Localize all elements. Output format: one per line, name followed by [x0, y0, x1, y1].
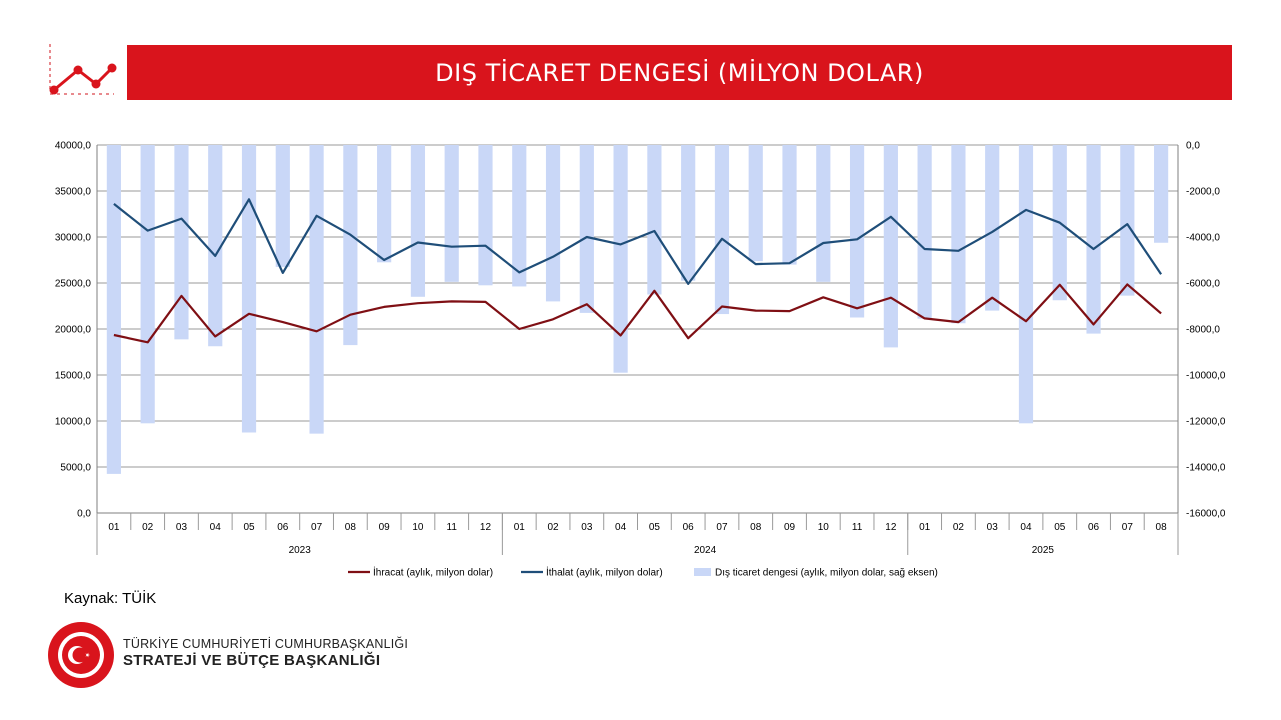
- balance-bar: [579, 145, 594, 313]
- month-label: 03: [987, 522, 999, 533]
- right-axis-tick-label: -16000,0: [1186, 509, 1226, 520]
- right-axis-tick-label: -10000,0: [1186, 371, 1226, 382]
- balance-bar: [681, 145, 696, 281]
- left-axis-tick-label: 25000,0: [55, 279, 92, 290]
- right-axis-tick-label: -6000,0: [1186, 279, 1220, 290]
- org-name-line2: STRATEJİ VE BÜTÇE BAŞKANLIĞI: [123, 652, 381, 669]
- balance-bar: [512, 145, 527, 287]
- right-axis-tick-label: -12000,0: [1186, 417, 1226, 428]
- trend-logo-icon: [49, 44, 117, 95]
- balance-bar: [1120, 145, 1135, 296]
- left-axis-tick-label: 30000,0: [55, 233, 92, 244]
- right-axis-tick-label: 0,0: [1186, 141, 1200, 152]
- balance-bar: [106, 145, 121, 474]
- month-label: 08: [750, 522, 762, 533]
- page-title: DIŞ TİCARET DENGESİ (MİLYON DOLAR): [127, 45, 1232, 100]
- left-axis-tick-label: 20000,0: [55, 325, 92, 336]
- month-label: 04: [210, 522, 222, 533]
- month-label: 09: [784, 522, 796, 533]
- balance-bar: [309, 145, 324, 434]
- balance-bar: [377, 145, 392, 263]
- month-label: 03: [176, 522, 188, 533]
- month-label: 11: [852, 522, 863, 533]
- year-label: 2023: [289, 545, 312, 556]
- month-label: 02: [547, 522, 559, 533]
- right-axis-tick-label: -14000,0: [1186, 463, 1226, 474]
- org-name-line1: TÜRKİYE CUMHURİYETİ CUMHURBAŞKANLIĞI: [123, 637, 409, 651]
- month-label: 05: [1054, 522, 1066, 533]
- month-label: 10: [818, 522, 830, 533]
- month-label: 02: [142, 522, 154, 533]
- month-label: 04: [615, 522, 627, 533]
- balance-bar: [951, 145, 966, 324]
- month-label: 01: [108, 522, 120, 533]
- right-axis-tick-label: -8000,0: [1186, 325, 1220, 336]
- balance-bar: [174, 145, 189, 340]
- balance-bar: [883, 145, 898, 348]
- month-label: 05: [649, 522, 661, 533]
- org-seal-logo: [48, 622, 114, 688]
- legend-balance-swatch: [694, 568, 711, 576]
- balance-bar: [1154, 145, 1169, 243]
- left-axis-tick-label: 0,0: [77, 509, 91, 520]
- balance-bar: [140, 145, 155, 424]
- month-label: 07: [311, 522, 323, 533]
- export-series-line: [113, 283, 1162, 344]
- balance-bar: [714, 145, 730, 315]
- source-label: Kaynak: TÜİK: [64, 590, 157, 607]
- month-label: 08: [345, 522, 357, 533]
- month-label: 06: [277, 522, 289, 533]
- balance-bar: [647, 145, 662, 295]
- month-label: 05: [243, 522, 255, 533]
- month-label: 08: [1156, 522, 1168, 533]
- right-axis-tick-label: -4000,0: [1186, 233, 1220, 244]
- year-label: 2024: [694, 545, 717, 556]
- month-label: 01: [919, 522, 931, 533]
- balance-bar: [410, 145, 426, 297]
- balance-bar: [917, 145, 932, 319]
- left-axis-tick-label: 10000,0: [55, 417, 92, 428]
- balance-bar: [816, 145, 831, 282]
- balance-bar: [748, 145, 763, 262]
- month-label: 07: [716, 522, 728, 533]
- balance-bar: [985, 145, 1000, 311]
- balance-bar: [849, 145, 865, 318]
- balance-bar: [782, 145, 797, 265]
- month-label: 02: [953, 522, 965, 533]
- balance-bar: [545, 145, 561, 302]
- balance-bar: [613, 145, 628, 373]
- left-axis-tick-label: 5000,0: [60, 463, 91, 474]
- month-label: 04: [1020, 522, 1032, 533]
- month-label: 09: [379, 522, 391, 533]
- year-label: 2025: [1032, 545, 1055, 556]
- balance-bar: [241, 145, 257, 433]
- balance-bar: [478, 145, 493, 286]
- balance-bar: [275, 145, 290, 267]
- legend-balance-label: Dış ticaret dengesi (aylık, milyon dolar…: [715, 568, 938, 579]
- month-label: 06: [1088, 522, 1100, 533]
- trade-balance-chart: 40000,0 35000,0 30000,0 25000,0 20000,0 15000…: [55, 141, 1226, 579]
- right-axis-tick-label: -2000,0: [1186, 187, 1220, 198]
- balance-bar: [1086, 145, 1101, 334]
- month-label: 10: [412, 522, 424, 533]
- balance-bar: [208, 145, 223, 347]
- month-label: 07: [1122, 522, 1134, 533]
- balance-bar: [444, 145, 459, 282]
- month-label: 12: [480, 522, 492, 533]
- month-label: 01: [514, 522, 526, 533]
- left-axis-tick-label: 15000,0: [55, 371, 92, 382]
- legend-import-label: İthalat (aylık, milyon dolar): [546, 566, 663, 579]
- left-axis-tick-label: 40000,0: [55, 141, 92, 152]
- month-label: 06: [683, 522, 695, 533]
- month-label: 12: [885, 522, 897, 533]
- balance-bar: [343, 145, 358, 346]
- month-label: 03: [581, 522, 593, 533]
- import-series-line: [113, 198, 1163, 285]
- legend-export-label: İhracat (aylık, milyon dolar): [373, 566, 493, 579]
- month-label: 11: [447, 522, 458, 533]
- balance-bar: [1018, 145, 1034, 424]
- left-axis-tick-label: 35000,0: [55, 187, 92, 198]
